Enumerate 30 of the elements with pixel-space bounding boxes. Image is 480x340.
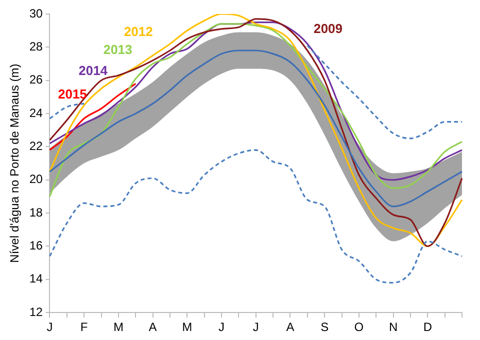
y-tick-label: 28 — [29, 39, 44, 54]
series-label: 2014 — [78, 62, 108, 78]
x-tick-label: J — [252, 320, 259, 334]
x-tick-label: N — [388, 320, 398, 334]
line-series — [48, 149, 463, 284]
y-tick-label: 14 — [29, 272, 44, 286]
y-tick-label: 30 — [29, 6, 44, 20]
x-tick-label: F — [80, 320, 88, 334]
x-tick-label: J — [46, 320, 53, 334]
y-tick-label: 24 — [29, 106, 44, 120]
y-tick-label: 12 — [29, 304, 44, 319]
series-label: 2009 — [314, 21, 343, 36]
y-tick-label: 18 — [29, 205, 44, 220]
x-tick-label: O — [354, 320, 364, 334]
x-tick-label: D — [423, 320, 432, 334]
x-tick-label: S — [320, 320, 329, 334]
y-axis-title: Nível d'água no Porto de Manaus (m) — [8, 64, 22, 263]
x-tick-label: A — [148, 320, 157, 334]
x-tick-label: M — [113, 320, 124, 334]
series-label: 2012 — [124, 24, 153, 40]
series-label: 2013 — [103, 42, 132, 57]
line-series — [48, 82, 136, 151]
y-tick-label: 16 — [29, 238, 44, 253]
x-tick-label: M — [182, 320, 192, 334]
y-tick-label: 22 — [29, 139, 44, 154]
x-tick-label: A — [286, 320, 294, 334]
x-tick-label: J — [218, 320, 225, 334]
y-tick-label: 20 — [29, 172, 44, 186]
y-tick-label: 26 — [29, 72, 44, 87]
series-label: 2015 — [58, 86, 87, 102]
